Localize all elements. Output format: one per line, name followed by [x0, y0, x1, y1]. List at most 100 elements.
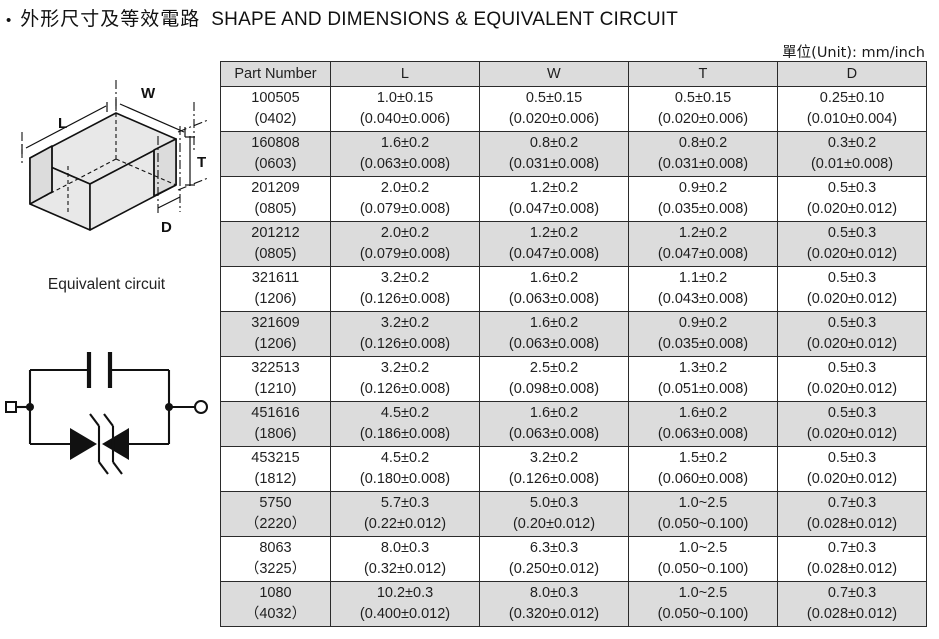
bullet-icon: •: [6, 12, 12, 29]
part-number-alt-code: (1812): [254, 471, 297, 487]
cell-dimension-l: 10.2±0.3 (0.400±0.012): [330, 581, 480, 627]
dimension-mm: 2.0±0.2: [380, 180, 430, 197]
dimension-mm: 1.2±0.2: [529, 180, 579, 197]
dimension-inch: (0.22±0.012): [363, 516, 447, 532]
cell-dimension-l: 2.0±0.2 (0.079±0.008): [330, 176, 480, 222]
dimension-mm: 1.0~2.5: [678, 585, 728, 602]
dimensions-table: Part Number L W T D 100505 (0402) 1.0±0.15…: [220, 61, 927, 627]
dimension-inch: (0.050~0.100): [657, 561, 749, 577]
dimension-inch: (0.126±0.008): [508, 471, 600, 487]
cell-dimension-t: 0.8±0.2 (0.031±0.008): [628, 131, 778, 177]
part-number-code: 100505: [251, 90, 300, 107]
dimension-mm: 0.5±0.3: [827, 450, 877, 467]
cell-dimension-l: 4.5±0.2 (0.180±0.008): [330, 446, 480, 492]
dimension-mm: 0.8±0.2: [529, 135, 579, 152]
dimension-inch: (0.020±0.006): [657, 111, 749, 127]
dimension-mm: 1.2±0.2: [529, 225, 579, 242]
dimension-inch: (0.040±0.006): [359, 111, 451, 127]
part-number-alt-code: (0402): [254, 111, 297, 127]
dimension-mm: 4.5±0.2: [380, 450, 430, 467]
cell-dimension-d: 0.5±0.3 (0.020±0.012): [777, 266, 927, 312]
dimension-inch: (0.028±0.012): [806, 606, 898, 622]
cell-dimension-d: 0.7±0.3 (0.028±0.012): [777, 491, 927, 537]
cell-part-number: 321609 (1206): [220, 311, 331, 357]
dimension-label-length: L: [58, 115, 67, 132]
cell-dimension-d: 0.3±0.2 (0.01±0.008): [777, 131, 927, 177]
table-row: 201209 (0805) 2.0±0.2 (0.079±0.008) 1.2±0.2 (…: [220, 176, 927, 222]
cell-part-number: 321611 (1206): [220, 266, 331, 312]
cell-dimension-t: 1.0~2.5 (0.050~0.100): [628, 491, 778, 537]
dimension-mm: 1.6±0.2: [529, 405, 579, 422]
dimension-inch: (0.186±0.008): [359, 426, 451, 442]
cell-part-number: 201212 (0805): [220, 221, 331, 267]
dimension-mm: 3.2±0.2: [529, 450, 579, 467]
terminal-right-icon: [194, 400, 208, 414]
cell-dimension-l: 2.0±0.2 (0.079±0.008): [330, 221, 480, 267]
terminal-left-icon: [5, 401, 17, 413]
dimension-mm: 1.5±0.2: [678, 450, 728, 467]
cell-dimension-t: 0.5±0.15 (0.020±0.006): [628, 86, 778, 132]
table-row: 321611 (1206) 3.2±0.2 (0.126±0.008) 1.6±0.2 (…: [220, 266, 927, 312]
cell-dimension-t: 1.0~2.5 (0.050~0.100): [628, 581, 778, 627]
dimension-mm: 5.7±0.3: [380, 495, 430, 512]
dimension-mm: 0.5±0.3: [827, 270, 877, 287]
cell-dimension-w: 1.6±0.2 (0.063±0.008): [479, 401, 629, 447]
part-number-alt-code: (0805): [254, 246, 297, 262]
dimension-label-width: W: [141, 85, 156, 102]
dimensions-table-container: Part Number L W T D 100505 (0402) 1.0±0.15…: [220, 61, 927, 627]
package-outline-svg: .bdy { fill:#e8e8e8; stroke:#111; stroke…: [21, 80, 209, 236]
cell-dimension-d: 0.5±0.3 (0.020±0.012): [777, 356, 927, 402]
part-number-alt-code: (0603): [254, 156, 297, 172]
table-row: 160808 (0603) 1.6±0.2 (0.063±0.008) 0.8±0.2 (…: [220, 131, 927, 177]
unit-note: 單位(Unit): mm/inch: [782, 41, 925, 62]
dimension-inch: (0.047±0.008): [508, 246, 600, 262]
cell-dimension-l: 3.2±0.2 (0.126±0.008): [330, 266, 480, 312]
dimension-mm: 3.2±0.2: [380, 270, 430, 287]
dimension-mm: 6.3±0.3: [529, 540, 579, 557]
table-row: 8063 （3225） 8.0±0.3 (0.32±0.012) 6.3±0.3 (0.2…: [220, 536, 927, 582]
cell-dimension-t: 0.9±0.2 (0.035±0.008): [628, 176, 778, 222]
column-header-d: D: [777, 61, 927, 87]
diode-triangle-right: [102, 428, 129, 460]
dimension-label-thickness: T: [197, 154, 206, 171]
part-number-code: 1080: [259, 585, 292, 602]
dimension-mm: 0.5±0.3: [827, 315, 877, 332]
dimension-mm: 0.5±0.3: [827, 225, 877, 242]
dimension-mm: 1.0~2.5: [678, 540, 728, 557]
dimension-inch: (0.043±0.008): [657, 291, 749, 307]
column-header-t: T: [628, 61, 778, 87]
dimension-mm: 10.2±0.3: [376, 585, 434, 602]
equivalent-circuit-figure: .wire { fill:none; stroke:#111; stroke-w…: [4, 344, 212, 476]
unit-note-text: 單位(Unit): mm/inch: [782, 45, 925, 61]
dimension-mm: 3.2±0.2: [380, 360, 430, 377]
dimension-inch: (0.079±0.008): [359, 246, 451, 262]
dimension-mm: 0.9±0.2: [678, 315, 728, 332]
cell-dimension-w: 8.0±0.3 (0.320±0.012): [479, 581, 629, 627]
dimension-mm: 8.0±0.3: [529, 585, 579, 602]
cell-dimension-w: 1.6±0.2 (0.063±0.008): [479, 266, 629, 312]
part-number-code: 5750: [259, 495, 292, 512]
cell-dimension-l: 3.2±0.2 (0.126±0.008): [330, 311, 480, 357]
cell-dimension-d: 0.5±0.3 (0.020±0.012): [777, 221, 927, 267]
dimension-inch: (0.01±0.008): [810, 156, 894, 172]
cell-dimension-l: 4.5±0.2 (0.186±0.008): [330, 401, 480, 447]
dimension-inch: (0.400±0.012): [359, 606, 451, 622]
dimension-inch: (0.020±0.012): [806, 381, 898, 397]
cell-part-number: 8063 （3225）: [220, 536, 331, 582]
cell-part-number: 160808 (0603): [220, 131, 331, 177]
dimension-inch: (0.126±0.008): [359, 336, 451, 352]
dimension-mm: 0.5±0.3: [827, 405, 877, 422]
cell-dimension-l: 8.0±0.3 (0.32±0.012): [330, 536, 480, 582]
dimension-label-termination: D: [161, 219, 172, 236]
equivalent-circuit-svg: .wire { fill:none; stroke:#111; stroke-w…: [5, 352, 208, 475]
column-header-part-number: Part Number: [220, 61, 331, 87]
page-heading: • 外形尺寸及等效電路 SHAPE AND DIMENSIONS & EQUIV…: [6, 4, 678, 31]
cell-dimension-w: 0.5±0.15 (0.020±0.006): [479, 86, 629, 132]
part-number-alt-code: (1806): [254, 426, 297, 442]
part-number-alt-code: (1206): [254, 336, 297, 352]
cell-dimension-t: 1.3±0.2 (0.051±0.008): [628, 356, 778, 402]
part-number-alt-code: （4032）: [244, 606, 307, 622]
dimension-inch: (0.020±0.012): [806, 471, 898, 487]
part-number-code: 8063: [259, 540, 292, 557]
dimension-inch: (0.020±0.012): [806, 336, 898, 352]
